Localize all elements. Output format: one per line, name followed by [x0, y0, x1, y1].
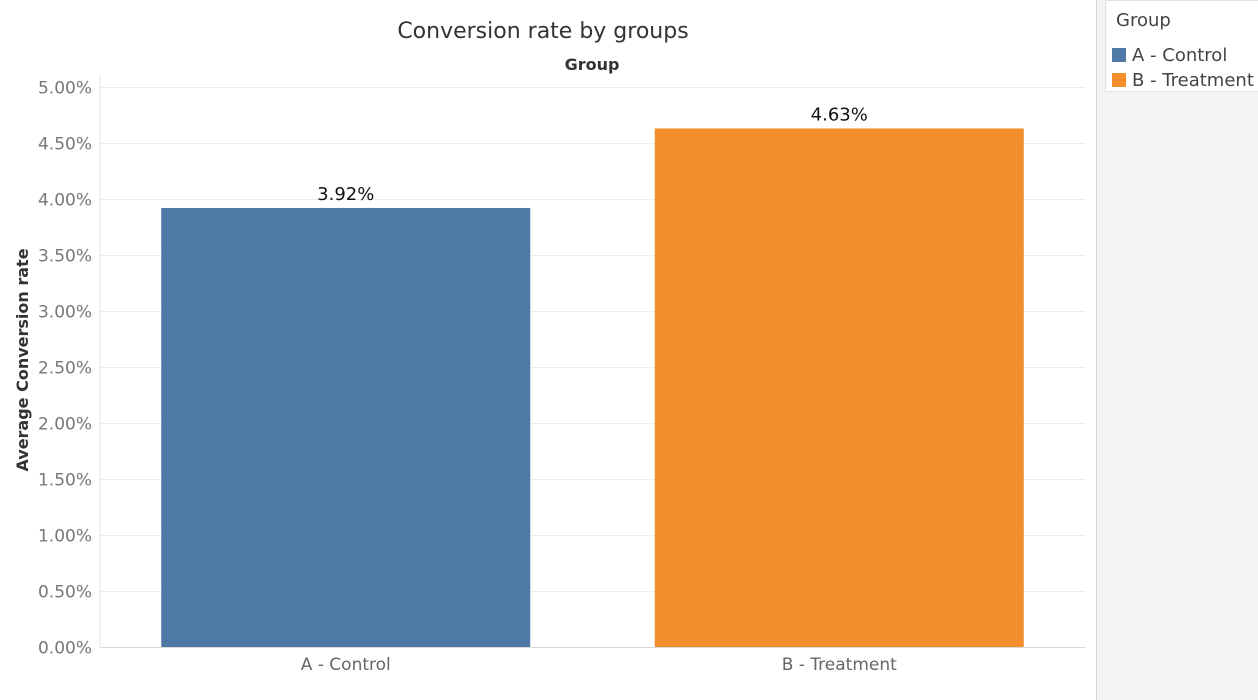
y-tick-label: 4.50% [38, 135, 92, 155]
y-axis-title: Average Conversion rate [13, 248, 32, 471]
side-panel: Group A - Control B - Treatment [1096, 0, 1258, 700]
y-tick-label: 4.00% [38, 191, 92, 211]
bar-chart: Conversion rate by groups Group Average … [13, 19, 1085, 675]
y-tick-label: 2.00% [38, 415, 92, 435]
column-header: Group [565, 55, 620, 74]
y-tick-label: 1.00% [38, 527, 92, 547]
legend-swatch-b-treatment [1112, 73, 1126, 87]
chart-area: Conversion rate by groups Group Average … [13, 19, 1085, 675]
bars: 3.92% 4.63% [161, 104, 1024, 647]
legend-swatch-a-control [1112, 48, 1126, 62]
data-label: 3.92% [317, 184, 374, 205]
y-tick-label: 0.50% [38, 583, 92, 603]
legend-title: Group [1116, 10, 1171, 31]
y-tick-label: 2.50% [38, 359, 92, 379]
y-tick-label: 5.00% [38, 79, 92, 99]
legend-label-b-treatment: B - Treatment [1132, 70, 1254, 91]
y-tick-label: 1.50% [38, 471, 92, 491]
bar-b-treatment [654, 128, 1024, 647]
y-tick-label: 3.00% [38, 303, 92, 323]
bar-a-control [161, 207, 531, 647]
x-tick-label: A - Control [301, 655, 391, 675]
legend-label-a-control: A - Control [1132, 45, 1228, 66]
data-label: 4.63% [811, 104, 868, 125]
x-tick-label: B - Treatment [782, 655, 897, 675]
x-axis-labels: A - Control B - Treatment [301, 655, 897, 675]
chart-title: Conversion rate by groups [397, 19, 688, 44]
y-tick-label: 0.00% [38, 639, 92, 659]
legend: Group A - Control B - Treatment [1105, 0, 1258, 92]
y-tick-label: 3.50% [38, 247, 92, 267]
y-axis-ticks: 0.00% 0.50% 1.00% 1.50% 2.00% 2.50% 3.00% 3.50%… [38, 79, 92, 659]
